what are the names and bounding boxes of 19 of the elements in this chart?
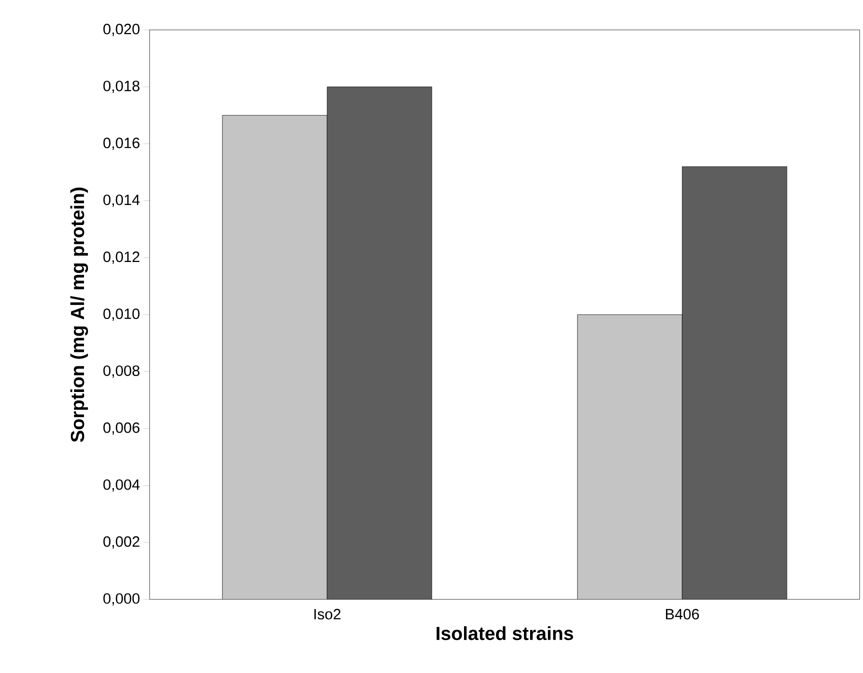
y-tick-label: 0,004 <box>103 479 140 492</box>
y-tick-label: 0,020 <box>103 24 140 36</box>
y-tick-label: 0,018 <box>103 80 140 93</box>
x-tick-label: Iso2 <box>314 608 340 620</box>
y-tick-label: 0,002 <box>103 536 140 548</box>
y-tick-label: 0,006 <box>103 422 140 435</box>
y-tick-label: 0,012 <box>103 251 140 264</box>
x-tick-label: B406 <box>666 608 699 620</box>
bar <box>682 166 788 600</box>
y-tick-label: 0,000 <box>103 593 140 606</box>
y-tick-label: 0,010 <box>103 308 140 321</box>
y-tick-label: 0,014 <box>103 194 140 207</box>
x-axis-title: Isolated strains <box>436 626 574 640</box>
y-tick-label: 0,008 <box>103 365 140 378</box>
y-tick-label: 0,016 <box>103 138 140 150</box>
y-axis-title: Sorption (mg Al/ mg protein) <box>70 188 88 442</box>
bar <box>577 314 682 600</box>
bar <box>326 86 432 600</box>
bar <box>222 115 328 600</box>
